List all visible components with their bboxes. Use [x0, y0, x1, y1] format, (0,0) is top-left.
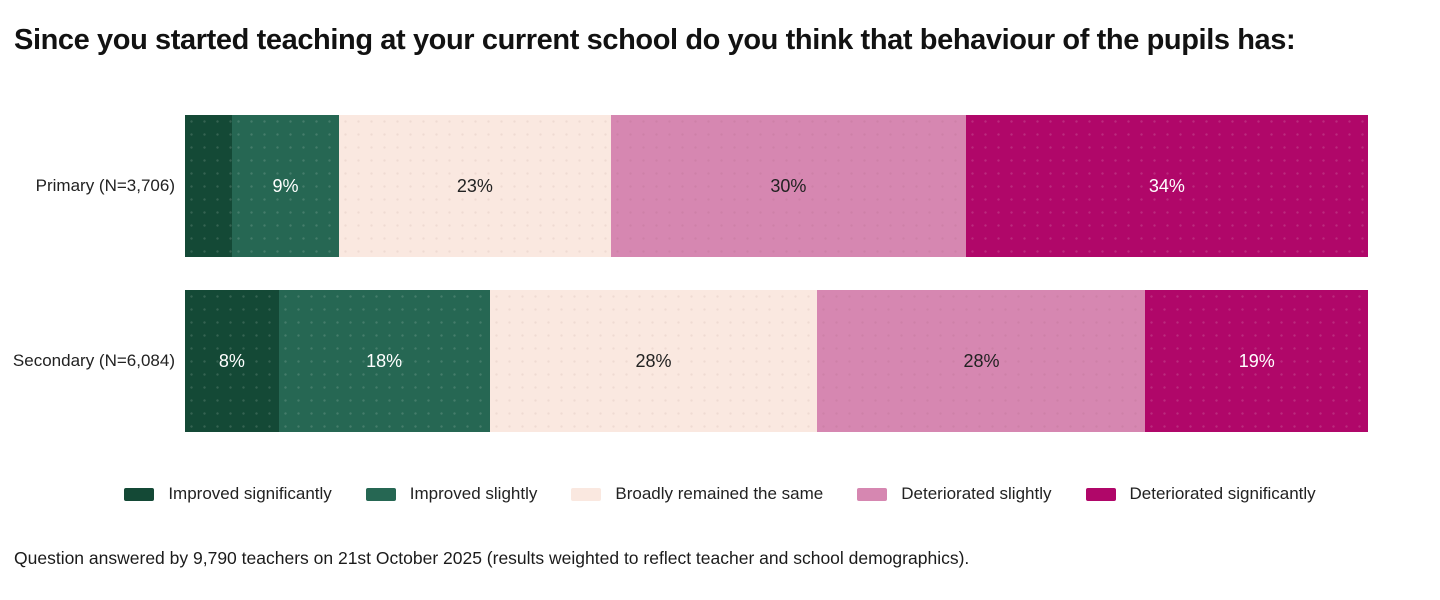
- segment-value-label: 19%: [1238, 350, 1275, 371]
- legend-swatch: [571, 487, 602, 501]
- legend-swatch: [365, 487, 396, 501]
- bar-segment: [185, 115, 233, 257]
- category-label: Secondary (N=6,084): [12, 351, 175, 370]
- legend-swatch: [1085, 487, 1116, 501]
- segment-value-label: 18%: [366, 350, 403, 371]
- segment-value-label: 23%: [456, 175, 493, 196]
- bar-segment: 9%: [232, 115, 339, 257]
- bar-segment: 19%: [1145, 290, 1368, 432]
- segment-value-label: 9%: [272, 175, 299, 196]
- legend-label: Deteriorated slightly: [901, 484, 1052, 503]
- legend-label: Improved significantly: [168, 484, 332, 503]
- footnote: Question answered by 9,790 teachers on 2…: [14, 548, 970, 568]
- legend: Improved significantly Improved slightly B…: [0, 484, 1440, 504]
- legend-item: Improved slightly: [365, 484, 538, 504]
- bar-row: Primary (N=3,706) 9% 23% 30% 34%: [0, 115, 1368, 257]
- legend-item: Broadly remained the same: [571, 484, 823, 504]
- bar-segment: 8%: [185, 290, 279, 432]
- bar-segment: 34%: [965, 115, 1368, 257]
- legend-label: Improved slightly: [409, 484, 538, 503]
- segment-value-label: 34%: [1148, 175, 1185, 196]
- legend-swatch: [857, 487, 888, 501]
- chart-rows: Primary (N=3,706) 9% 23% 30% 34% Secondary (N…: [0, 115, 1368, 432]
- legend-label: Broadly remained the same: [615, 484, 824, 503]
- segment-value-label: 28%: [635, 350, 672, 371]
- legend-item: Deteriorated slightly: [857, 484, 1052, 504]
- segment-value-label: 8%: [218, 350, 245, 371]
- legend-swatch: [124, 487, 155, 501]
- bar-segment: 28%: [489, 290, 818, 432]
- stacked-bar: 8% 18% 28% 28% 19%: [185, 290, 1368, 432]
- bar-segment: 28%: [817, 290, 1146, 432]
- segment-value-label: 28%: [963, 350, 1000, 371]
- bar-segment: 30%: [610, 115, 966, 257]
- stacked-bar: 9% 23% 30% 34%: [185, 115, 1368, 257]
- legend-label: Deteriorated significantly: [1129, 484, 1316, 503]
- segment-value-label: 30%: [770, 175, 807, 196]
- bar-segment: 18%: [278, 290, 490, 432]
- category-label: Primary (N=3,706): [35, 176, 175, 195]
- legend-item: Deteriorated significantly: [1085, 484, 1316, 504]
- chart-title: Since you started teaching at your curre…: [14, 24, 1296, 56]
- bar-segment: 23%: [338, 115, 611, 257]
- bar-row: Secondary (N=6,084) 8% 18% 28% 28% 19%: [0, 290, 1368, 432]
- legend-item: Improved significantly: [124, 484, 332, 504]
